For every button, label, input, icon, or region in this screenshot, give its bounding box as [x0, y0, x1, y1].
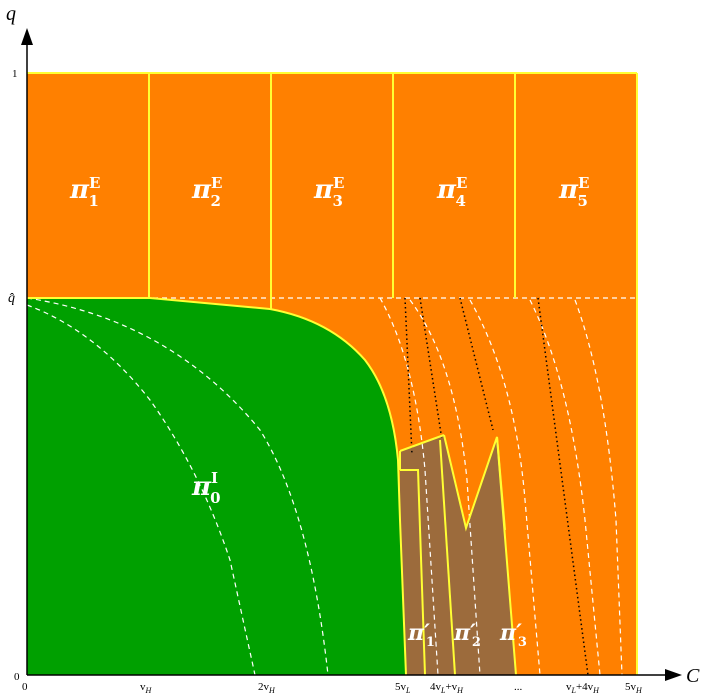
x-tick-zero: 0: [22, 681, 28, 693]
y-axis-arrow: [21, 28, 33, 45]
label-pi3-E: πE 3: [313, 174, 344, 210]
label-pi2-E: πE 2: [191, 174, 222, 210]
x-tick-5vH: 5vH: [625, 681, 643, 695]
dotted-line-2: [419, 297, 443, 441]
label-pi1-prime: π′1: [407, 620, 435, 650]
y-axis-name: q: [6, 3, 16, 25]
label-pi3-prime: π′3: [499, 620, 527, 650]
brown-divider-2: [496, 436, 506, 531]
label-pi1-E: πE 1: [69, 174, 100, 210]
label-pi0-I: πI 0: [191, 469, 221, 507]
dotted-line-3: [459, 297, 494, 431]
dashed-curve-2: [26, 297, 329, 676]
dashed-curve-6: [529, 299, 601, 676]
label-pi4-E: πE 4: [436, 174, 467, 210]
x-axis-name: C: [686, 665, 700, 687]
x-tick-dots: ...: [514, 681, 523, 693]
y-tick-qhat: q̂: [8, 291, 15, 306]
x-tick-4vL-vH: 4vL+vH: [430, 681, 464, 695]
dashed-curve-4: [409, 299, 481, 676]
brown-divider-1: [439, 439, 456, 676]
brown-boundary-top: [399, 434, 445, 452]
x-tick-vH: vH: [140, 681, 153, 695]
y-tick-zero: 0: [14, 671, 20, 683]
x-tick-5vL: 5vL: [395, 681, 411, 695]
label-pi5-E: πE 5: [558, 174, 589, 210]
y-tick-one: 1: [12, 68, 18, 80]
yellow-boundaries: [27, 72, 638, 676]
dashed-curve-3: [379, 297, 439, 676]
dotted-line-1: [404, 297, 413, 456]
dashed-curve-5: [469, 299, 541, 676]
x-tick-vL-4vH: vL+4vH: [566, 681, 600, 695]
brown-boundary-lower: [400, 469, 426, 676]
label-pi2-prime: π′2: [453, 620, 481, 650]
brown-region-upper: [400, 435, 516, 675]
green-boundary: [27, 297, 407, 676]
green-region-pi0: [27, 298, 406, 675]
brown-boundary-notch: [443, 434, 517, 676]
x-tick-2vH: 2vH: [258, 681, 276, 695]
x-axis-arrow: [665, 669, 682, 681]
axes: [21, 28, 682, 681]
black-dotted-lines: [404, 297, 589, 676]
dotted-line-4: [537, 297, 589, 676]
dashed-curve-1: [26, 304, 256, 676]
